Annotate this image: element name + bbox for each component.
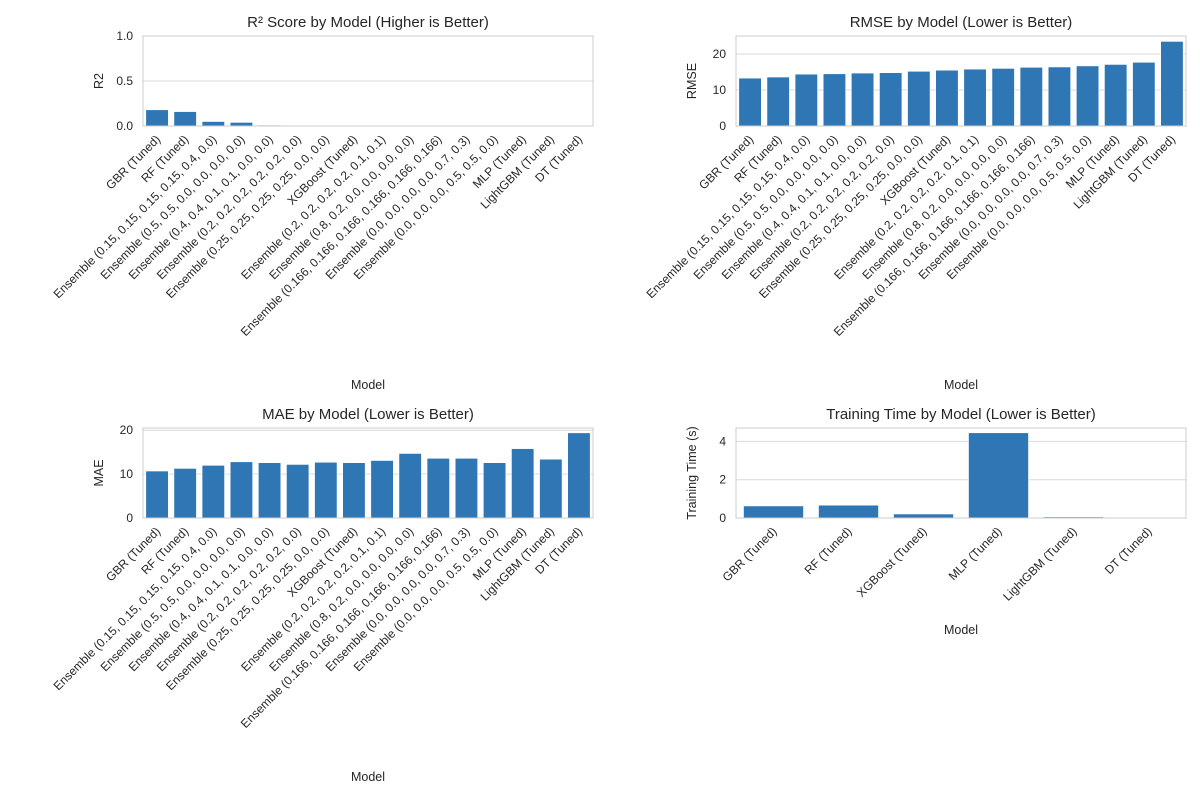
x-axis-label: Model xyxy=(351,378,385,392)
bar-rmse xyxy=(963,68,987,127)
y-tick-label: 0 xyxy=(719,119,726,133)
bar-mae xyxy=(258,462,282,519)
y-tick-label: 0 xyxy=(719,511,726,525)
bar-mae xyxy=(426,457,450,519)
bar-mae xyxy=(145,470,169,519)
bar-mae xyxy=(314,461,338,519)
bar-time xyxy=(893,513,954,519)
bar-mae xyxy=(398,453,422,519)
y-tick-label: 10 xyxy=(120,467,134,481)
bar-rmse xyxy=(1132,61,1156,127)
y-axis-label: Training Time (s) xyxy=(685,426,699,519)
bar-mae xyxy=(567,432,591,519)
y-tick-label: 20 xyxy=(713,47,727,61)
y-tick-label: 0.5 xyxy=(116,74,133,88)
bar-mae xyxy=(342,462,366,519)
bar-r2 xyxy=(173,111,197,127)
x-axis-label: Model xyxy=(944,623,978,637)
plot-frame xyxy=(735,427,1187,519)
bar-mae xyxy=(286,464,310,519)
plot-frame xyxy=(142,35,594,127)
bar-r2 xyxy=(201,121,225,127)
y-tick-label: 0 xyxy=(126,511,133,525)
bar-rmse xyxy=(1104,64,1128,127)
bar-time xyxy=(818,504,879,519)
x-axis-label: Model xyxy=(944,378,978,392)
x-tick-label: DT (Tuned) xyxy=(1102,524,1155,577)
bar-rmse xyxy=(935,69,959,127)
x-tick-label: MLP (Tuned) xyxy=(946,524,1005,583)
x-axis-label: Model xyxy=(351,770,385,784)
bar-rmse xyxy=(766,76,790,127)
bar-rmse xyxy=(991,68,1015,127)
chart-title: R² Score by Model (Higher is Better) xyxy=(247,14,489,31)
x-tick-label: GBR (Tuned) xyxy=(720,524,780,584)
bar-mae xyxy=(370,460,394,519)
time-chart: 0 2 4 GBR (Tuned) RF (Tuned) XGBoost (Tuned) M… xyxy=(685,406,1187,637)
y-tick-label: 10 xyxy=(713,83,727,97)
chart-title: RMSE by Model (Lower is Better) xyxy=(850,14,1073,31)
bar-rmse xyxy=(907,70,931,127)
y-tick-label: 4 xyxy=(719,434,726,448)
y-tick-label: 1.0 xyxy=(116,29,133,43)
bar-mae xyxy=(201,465,225,519)
y-tick-label: 0.0 xyxy=(116,119,133,133)
chart-title: Training Time by Model (Lower is Better) xyxy=(826,406,1096,423)
y-axis-label: RMSE xyxy=(685,63,699,99)
x-tick-label: RF (Tuned) xyxy=(802,524,855,577)
bar-rmse xyxy=(1160,41,1184,127)
bar-mae xyxy=(539,458,563,519)
chart-title: MAE by Model (Lower is Better) xyxy=(262,406,474,423)
bar-rmse xyxy=(738,77,762,127)
bar-r2 xyxy=(145,109,169,127)
y-tick-label: 2 xyxy=(719,473,726,487)
plot-frame xyxy=(735,35,1187,127)
bar-rmse xyxy=(851,72,875,127)
bar-mae xyxy=(454,457,478,519)
plot-frame xyxy=(142,427,594,519)
bar-mae xyxy=(229,461,253,519)
bar-rmse xyxy=(822,73,846,127)
bar-rmse xyxy=(879,72,903,127)
x-tick-label: XGBoost (Tuned) xyxy=(854,524,930,600)
y-axis-label: MAE xyxy=(92,459,106,486)
bar-mae xyxy=(511,448,535,519)
bar-rmse xyxy=(1047,66,1071,127)
bar-mae xyxy=(173,468,197,519)
bar-rmse xyxy=(1076,65,1100,127)
bar-rmse xyxy=(794,73,818,127)
bar-rmse xyxy=(1019,67,1043,127)
bar-r2 xyxy=(229,122,253,127)
bar-time xyxy=(968,432,1029,519)
bar-time xyxy=(743,505,804,519)
y-axis-label: R2 xyxy=(92,73,106,89)
y-tick-label: 20 xyxy=(120,423,134,437)
bar-mae xyxy=(483,462,507,519)
x-tick-label: LightGBM (Tuned) xyxy=(1000,524,1079,603)
